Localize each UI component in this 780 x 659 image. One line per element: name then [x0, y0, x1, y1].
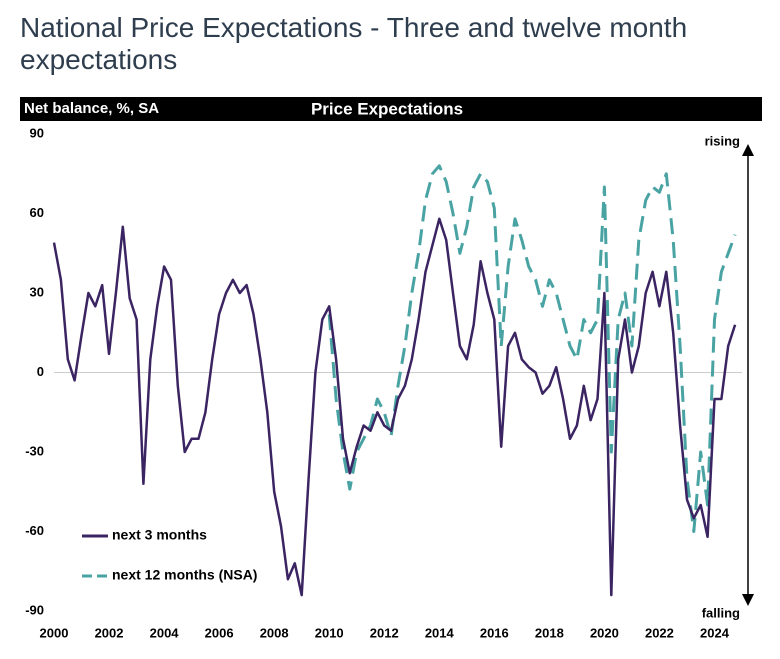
x-tick-label: 2010 [315, 625, 344, 640]
x-tick-label: 2002 [95, 625, 124, 640]
header-bar [20, 97, 762, 121]
x-tick-label: 2022 [645, 625, 674, 640]
chart-title: National Price Expectations - Three and … [20, 12, 688, 75]
y-tick-label: -90 [25, 602, 44, 617]
series-line [52, 217, 737, 597]
annotation: falling [702, 605, 740, 620]
x-tick-label: 2018 [535, 625, 564, 640]
series-line [327, 164, 737, 533]
x-tick-label: 2004 [150, 625, 180, 640]
y-tick-label: 90 [30, 125, 44, 140]
annotation: rising [705, 133, 740, 148]
y-tick-label: 60 [30, 205, 44, 220]
x-tick-label: 2020 [590, 625, 619, 640]
y-tick-label: -60 [25, 523, 44, 538]
x-tick-label: 2006 [205, 625, 234, 640]
x-tick-label: 2024 [700, 625, 730, 640]
header-center: Price Expectations [311, 99, 463, 118]
x-tick-label: 2014 [425, 625, 455, 640]
y-tick-label: 30 [30, 284, 44, 299]
x-tick-label: 2012 [370, 625, 399, 640]
x-tick-label: 2008 [260, 625, 289, 640]
x-tick-label: 2016 [480, 625, 509, 640]
x-tick-label: 2000 [40, 625, 69, 640]
y-tick-label: -30 [25, 443, 44, 458]
legend-label: next 3 months [112, 527, 207, 543]
header-left: Net balance, %, SA [24, 100, 159, 117]
legend-label: next 12 months (NSA) [112, 567, 257, 583]
y-tick-label: 0 [37, 364, 44, 379]
